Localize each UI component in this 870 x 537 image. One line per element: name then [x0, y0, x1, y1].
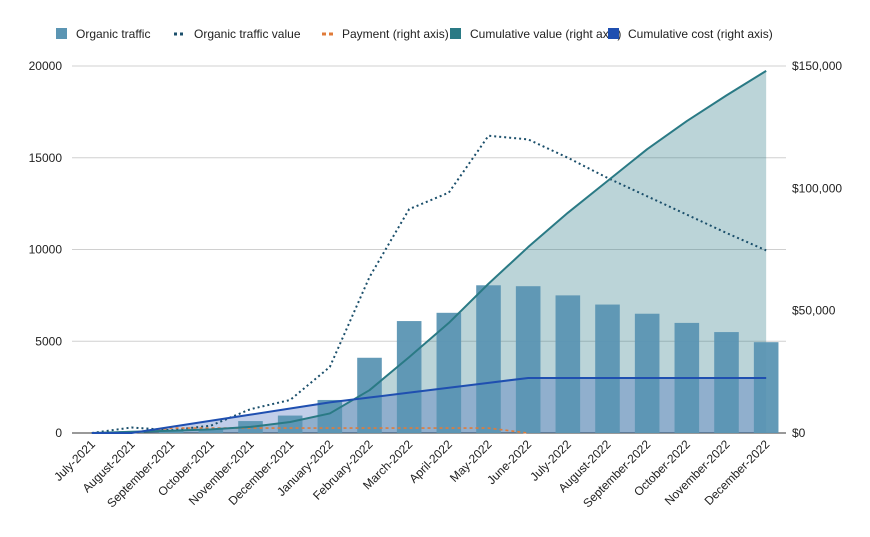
left-tick-label: 5000	[35, 334, 62, 348]
bar	[753, 342, 779, 433]
bar	[396, 321, 422, 433]
bar	[277, 415, 303, 433]
left-tick-label: 20000	[29, 59, 63, 73]
bar	[515, 286, 541, 433]
x-tick-label: September-2021	[104, 437, 177, 510]
bar	[714, 332, 739, 433]
bar	[595, 304, 620, 433]
bar	[555, 295, 581, 433]
series-line	[91, 427, 529, 434]
left-tick-label: 10000	[29, 243, 63, 257]
x-tick-label: April-2022	[406, 437, 455, 486]
left-tick-label: 15000	[29, 151, 63, 165]
legend-label: Payment (right axis)	[342, 27, 449, 41]
left-tick-label: 0	[55, 426, 62, 440]
bar	[476, 285, 501, 433]
legend-label: Organic traffic value	[194, 27, 301, 41]
series-line	[91, 70, 767, 434]
legend-swatch	[608, 28, 619, 39]
right-tick-label: $100,000	[792, 181, 842, 195]
bar	[634, 313, 660, 433]
series-line	[91, 376, 767, 434]
legend-swatch	[56, 28, 67, 39]
bar	[198, 429, 224, 433]
bar	[436, 312, 462, 433]
right-tick-label: $150,000	[792, 59, 842, 73]
legend-label: Organic traffic	[76, 27, 150, 41]
legend-label: Cumulative value (right axis)	[470, 27, 621, 41]
right-tick-label: $0	[792, 426, 806, 440]
x-tick-label: September-2022	[580, 437, 653, 510]
gridlines	[72, 65, 786, 434]
legend: Organic traffic Organic traffic value Paym…	[56, 27, 773, 41]
legend-label: Cumulative cost (right axis)	[628, 27, 773, 41]
line-series	[91, 70, 767, 434]
legend-swatch	[450, 28, 461, 39]
right-tick-label: $50,000	[792, 304, 836, 318]
